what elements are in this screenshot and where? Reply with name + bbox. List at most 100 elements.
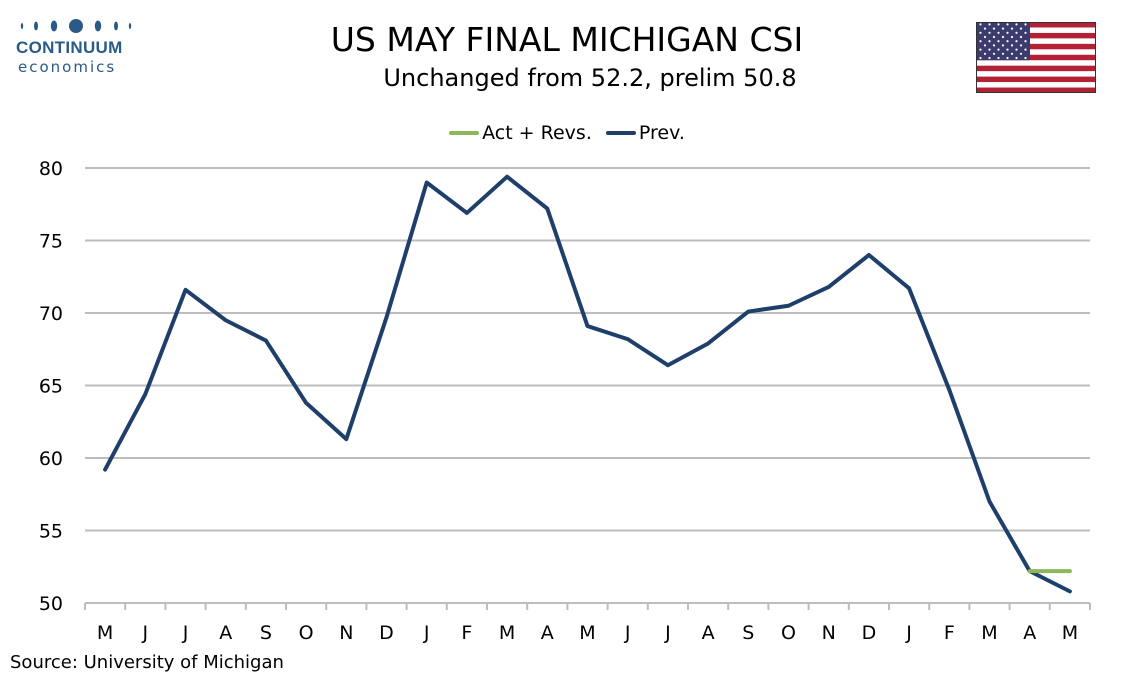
flag-star — [1006, 40, 1009, 43]
x-tick-label: S — [260, 622, 272, 644]
flag-star — [983, 35, 987, 39]
x-tick-label: D — [379, 622, 394, 644]
flag-star — [1024, 40, 1027, 43]
flag-star — [988, 23, 991, 26]
flag-star — [1010, 27, 1014, 30]
x-tick-label: N — [339, 622, 353, 644]
flag-star — [1010, 44, 1014, 47]
flag-star — [1010, 35, 1014, 39]
flag-star — [979, 40, 982, 43]
flag-star — [1015, 40, 1018, 43]
x-tick-label: O — [299, 622, 314, 644]
x-tick-label: J — [624, 622, 631, 644]
flag-stripes — [976, 22, 1096, 93]
logo-dots-icon — [20, 19, 132, 33]
flag-star — [988, 48, 991, 51]
x-tick-label: J — [182, 622, 189, 644]
x-tick-label: S — [742, 622, 754, 644]
x-tick-label: A — [541, 622, 554, 644]
flag-star — [983, 27, 987, 30]
chart-subtitle: Unchanged from 52.2, prelim 50.8 — [383, 64, 797, 92]
y-tick-label: 75 — [39, 231, 63, 253]
flag-star — [992, 35, 996, 39]
y-tick-label: 60 — [39, 448, 63, 470]
flag-star — [1006, 48, 1009, 51]
flag-star — [1024, 23, 1027, 26]
x-tick-label: J — [423, 622, 430, 644]
x-tick-label: N — [822, 622, 836, 644]
y-tick-label: 50 — [39, 593, 63, 615]
flag-star — [983, 44, 987, 47]
x-tick-label: M — [981, 622, 997, 644]
y-tick-label: 80 — [39, 158, 63, 180]
flag-star — [997, 56, 1000, 60]
flag-star — [1001, 27, 1005, 30]
logo-name: CONTINUUM — [16, 38, 123, 57]
flag-star — [1006, 31, 1009, 34]
x-tick-label: M — [1062, 622, 1078, 644]
x-tick-label: O — [781, 622, 796, 644]
flag-star — [988, 40, 991, 43]
x-tick-label: M — [579, 622, 595, 644]
flag-star — [979, 56, 982, 60]
flag-star — [992, 44, 996, 47]
flag-star — [1006, 56, 1009, 60]
y-tick-label: 70 — [39, 303, 63, 325]
x-tick-label: F — [461, 622, 472, 644]
legend-label-prev: Prev. — [638, 122, 685, 144]
chart-title: US MAY FINAL MICHIGAN CSI — [330, 20, 804, 59]
flag-star — [1001, 44, 1005, 47]
series-line-prev — [103, 174, 1072, 594]
us-flag-icon — [976, 22, 1096, 93]
flag-star — [1019, 52, 1023, 55]
flag-star — [1015, 31, 1018, 34]
flag-star — [1015, 48, 1018, 51]
flag-star — [979, 31, 982, 34]
flag-star — [1001, 35, 1005, 39]
flag-star — [997, 31, 1000, 34]
flag-star — [1019, 35, 1023, 39]
flag-stars — [979, 23, 1027, 60]
logo-subtitle: economics — [18, 58, 117, 76]
x-tick-label: A — [702, 622, 715, 644]
x-tick-label: M — [499, 622, 515, 644]
x-tick-label: A — [219, 622, 232, 644]
flag-star — [1010, 52, 1014, 55]
flag-star — [1024, 48, 1027, 51]
legend-swatch-prev — [605, 131, 636, 135]
x-tick-label: A — [1023, 622, 1036, 644]
flag-star — [988, 31, 991, 34]
x-tick-label: F — [944, 622, 955, 644]
flag-star — [1024, 56, 1027, 60]
flag-star — [997, 40, 1000, 43]
flag-star — [1019, 44, 1023, 47]
flag-star — [1006, 23, 1009, 26]
flag-star — [992, 52, 996, 55]
flag-star — [1024, 31, 1027, 34]
y-tick-label: 65 — [39, 376, 63, 398]
legend-swatch-act-revs — [449, 131, 480, 135]
x-tick-label: D — [862, 622, 877, 644]
legend-item-prev: Prev. — [605, 122, 685, 144]
x-tick-label: J — [664, 622, 671, 644]
flag-star — [1015, 23, 1018, 26]
continuum-logo: CONTINUUM economics — [10, 14, 150, 78]
chart-legend: Act + Revs. Prev. — [0, 118, 1134, 144]
source-note: Source: University of Michigan — [10, 652, 284, 673]
x-tick-label: J — [905, 622, 912, 644]
flag-star — [1001, 52, 1005, 55]
flag-star — [997, 23, 1000, 26]
flag-star — [988, 56, 991, 60]
y-tick-label: 55 — [39, 521, 63, 543]
flag-star — [979, 23, 982, 26]
legend-label-act-revs: Act + Revs. — [482, 122, 592, 144]
flag-star — [979, 48, 982, 51]
flag-star — [983, 52, 987, 55]
flag-star — [1019, 27, 1023, 30]
x-tick-label: M — [97, 622, 113, 644]
flag-star — [1015, 56, 1018, 60]
flag-star — [997, 48, 1000, 51]
flag-star — [992, 27, 996, 30]
legend-item-act-revs: Act + Revs. — [449, 122, 592, 144]
